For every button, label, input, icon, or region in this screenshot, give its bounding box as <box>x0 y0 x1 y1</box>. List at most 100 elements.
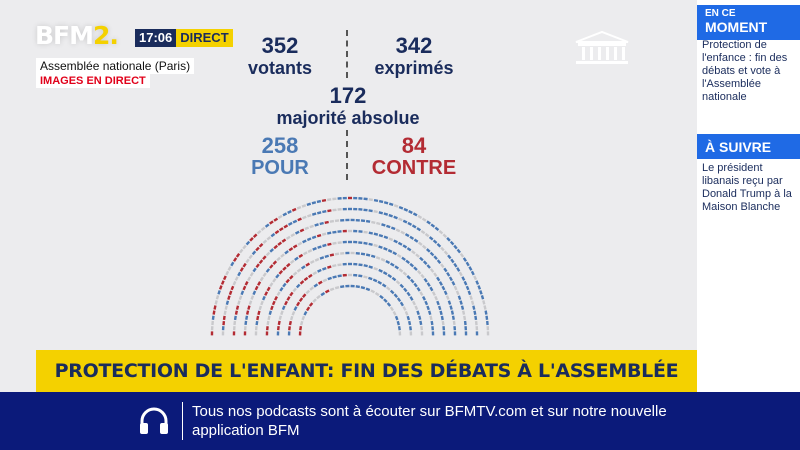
seat-mark <box>249 237 254 242</box>
seat-mark <box>469 295 473 300</box>
seat-mark <box>419 256 424 262</box>
seat-mark <box>321 232 327 236</box>
seat-mark <box>342 207 347 211</box>
stat-contre: 84 CONTRE <box>371 133 457 179</box>
seat-mark <box>251 250 257 256</box>
seat-mark <box>353 196 358 200</box>
seat-mark <box>420 331 424 336</box>
seat-mark <box>399 301 404 307</box>
seat-mark <box>317 268 322 273</box>
seat-mark <box>260 300 264 306</box>
seat-mark <box>443 290 448 296</box>
seat-mark <box>388 237 394 242</box>
seat-mark <box>322 278 328 283</box>
seat-mark <box>244 280 249 286</box>
seat-mark <box>235 252 241 258</box>
seat-mark <box>426 220 431 225</box>
seat-mark <box>433 272 438 278</box>
seat-mark <box>337 241 342 245</box>
seat-mark <box>406 275 411 280</box>
seat-mark <box>332 230 337 234</box>
seat-mark <box>340 285 345 289</box>
seat-mark <box>453 262 458 268</box>
seat-mark <box>368 265 373 269</box>
seat-mark <box>467 290 472 296</box>
seat-mark <box>486 320 489 326</box>
seat-mark <box>375 256 381 260</box>
seat-mark <box>298 331 302 336</box>
seat-mark <box>373 266 378 271</box>
seat-mark <box>285 278 290 284</box>
seat-mark <box>459 300 463 305</box>
seat-mark <box>440 315 444 321</box>
seat-mark <box>355 218 360 222</box>
seat-mark <box>252 267 257 273</box>
section-en-ce-moment: EN CE MOMENT <box>697 5 800 40</box>
seat-mark <box>245 315 249 320</box>
seat-mark <box>393 293 399 298</box>
seat-mark <box>402 219 408 224</box>
seat-mark <box>293 306 298 311</box>
seat-mark <box>238 295 243 300</box>
seat-mark <box>340 218 345 222</box>
seat-mark <box>381 223 386 227</box>
seat-mark <box>363 208 368 212</box>
seat-mark <box>393 204 399 208</box>
seat-mark <box>332 275 337 279</box>
seat-mark <box>247 305 251 310</box>
seat-mark <box>312 271 318 276</box>
seat-mark <box>279 286 284 292</box>
seat-mark <box>443 267 448 273</box>
seat-mark <box>363 264 368 268</box>
seat-mark <box>484 310 488 315</box>
clock-time: 17:06 <box>139 30 173 45</box>
seat-mark <box>288 320 292 326</box>
seat-mark <box>270 232 276 238</box>
seat-mark <box>225 270 230 276</box>
seat-mark <box>342 273 347 277</box>
seat-mark <box>421 217 427 222</box>
seat-mark <box>337 208 342 211</box>
seat-mark <box>234 276 239 281</box>
seat-mark <box>442 331 446 336</box>
seat-mark <box>402 244 408 249</box>
seat-mark <box>289 259 295 264</box>
seat-mark <box>254 285 259 291</box>
seat-mark <box>304 226 310 231</box>
seat-mark <box>271 300 276 306</box>
seat-mark <box>353 273 358 277</box>
seat-mark <box>382 271 388 276</box>
seat-mark <box>348 262 352 266</box>
seat-mark <box>475 326 479 331</box>
seat-mark <box>420 273 425 279</box>
seat-mark <box>368 198 373 202</box>
seat-mark <box>360 252 366 256</box>
seat-mark <box>389 289 395 295</box>
seat-mark <box>456 248 461 254</box>
seat-mark <box>457 295 462 300</box>
seat-mark <box>227 295 231 300</box>
seat-mark <box>306 237 312 242</box>
divider <box>346 130 348 180</box>
seat-mark <box>309 260 315 264</box>
seat-mark <box>462 257 468 262</box>
seat-mark <box>424 232 430 238</box>
seat-mark <box>334 219 340 223</box>
seat-mark <box>372 278 378 283</box>
seat-mark <box>465 285 470 291</box>
seat-mark <box>473 310 477 315</box>
seat-mark <box>337 274 342 278</box>
seat-mark <box>296 301 301 307</box>
seat-mark <box>298 297 304 303</box>
seat-mark <box>273 217 279 222</box>
seat-mark <box>286 262 291 268</box>
seat-mark <box>398 205 404 210</box>
seat-mark <box>453 331 457 336</box>
seat-mark <box>284 250 289 255</box>
seat-mark <box>437 305 442 311</box>
seat-mark <box>409 262 414 268</box>
seat-mark <box>423 277 428 283</box>
seat-mark <box>417 214 423 219</box>
seat-mark <box>316 199 322 204</box>
seat-mark <box>470 300 475 305</box>
